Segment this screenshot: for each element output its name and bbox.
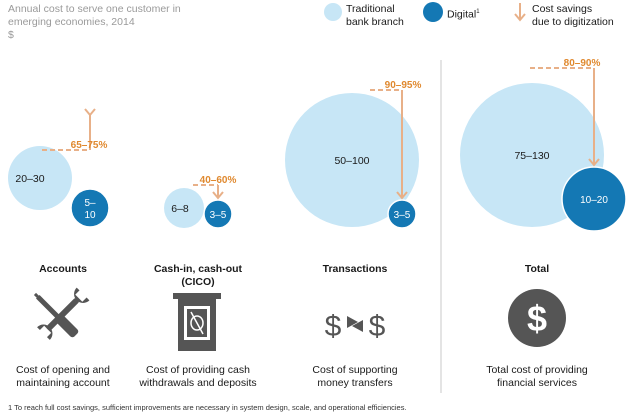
traditional-value-total: 75–130 xyxy=(514,150,549,162)
traditional-bubble-cico xyxy=(164,188,204,228)
savings-arrowhead-total xyxy=(588,158,600,167)
legend-traditional-marker xyxy=(324,3,342,21)
dollar-exchange-icon: $ $ xyxy=(325,310,386,343)
wrench-screwdriver-icon xyxy=(33,287,90,340)
savings-value-accounts: 65–75% xyxy=(71,140,108,151)
traditional-bubble-transactions xyxy=(285,93,419,227)
svg-text:$: $ xyxy=(369,310,386,343)
chart-title-line1: Annual cost to serve one customer in xyxy=(8,3,181,15)
digital-bubble-cico xyxy=(203,199,233,229)
description-total: Total cost of providing financial servic… xyxy=(486,364,588,389)
svg-text:$: $ xyxy=(325,310,342,343)
footnote: 1 To reach full cost savings, sufficient… xyxy=(8,403,407,412)
digital-value-total: 10–20 xyxy=(580,195,608,206)
legend-digital-label: Digital1 xyxy=(447,8,480,21)
savings-value-cico: 40–60% xyxy=(200,175,237,186)
legend-savings-label: Cost savings due to digitization xyxy=(532,3,614,28)
chart-unit: $ xyxy=(8,29,14,41)
svg-text:$: $ xyxy=(527,298,547,339)
digital-value-cico: 3–5 xyxy=(210,210,227,221)
description-accounts: Cost of opening and maintaining account xyxy=(16,364,110,389)
chart-title: Annual cost to serve one customer in eme… xyxy=(8,3,238,42)
category-label-transactions: Transactions xyxy=(322,263,388,275)
savings-arrowhead-accounts xyxy=(84,108,96,117)
legend-savings-arrow xyxy=(514,3,526,22)
category-label-total: Total xyxy=(524,263,550,275)
savings-value-transactions: 90–95% xyxy=(385,80,422,91)
description-cico: Cost of providing cash withdrawals and d… xyxy=(139,364,257,389)
digital-bubble-accounts xyxy=(70,188,110,228)
legend-digital-marker xyxy=(423,2,443,22)
legend-traditional-label: Traditional bank branch xyxy=(346,3,404,28)
traditional-bubble-accounts xyxy=(8,146,72,210)
savings-value-total: 80–90% xyxy=(564,58,601,69)
dollar-coin-icon: $ xyxy=(508,289,566,347)
digital-bubble-transactions xyxy=(387,199,417,229)
digital-value-transactions: 3–5 xyxy=(394,210,411,221)
traditional-value-cico: 6–8 xyxy=(171,203,189,215)
traditional-value-transactions: 50–100 xyxy=(334,155,369,167)
digital-value-accounts: 5– xyxy=(84,198,96,209)
digital-bubble-total xyxy=(561,166,627,232)
chart-title-line2: emerging economies, 2014 xyxy=(8,16,135,28)
traditional-value-accounts: 20–30 xyxy=(15,173,44,185)
digital-value-accounts-line2: 10 xyxy=(84,210,96,221)
description-transactions: Cost of supporting money transfers xyxy=(312,364,398,389)
category-label-cico: Cash-in, cash-out (CICO) xyxy=(153,263,243,288)
savings-arrowhead-cico xyxy=(212,191,224,200)
savings-arrowhead-transactions xyxy=(396,191,408,200)
atm-cash-icon xyxy=(173,293,221,351)
category-label-accounts: Accounts xyxy=(39,263,87,275)
